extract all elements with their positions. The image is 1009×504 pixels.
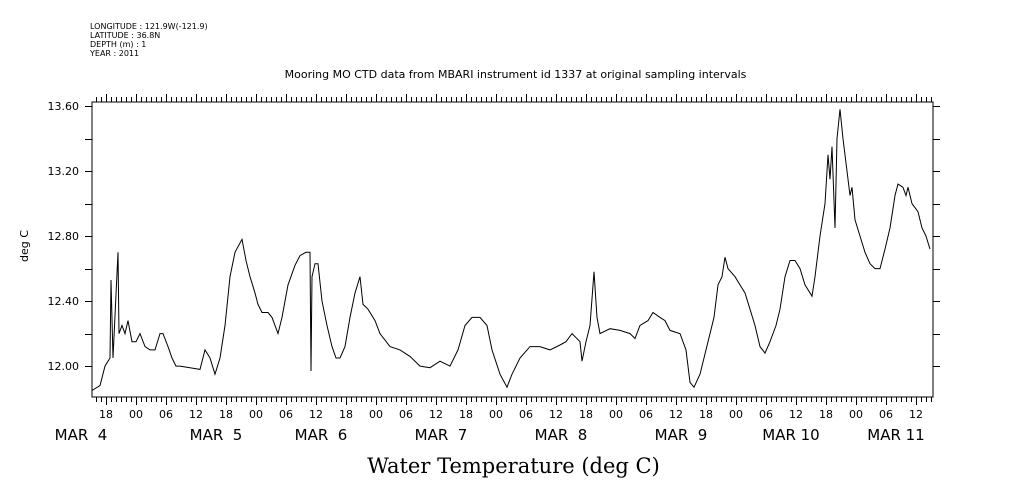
- day-label: MAR 9: [655, 426, 708, 444]
- x-tick-label: 18: [459, 408, 473, 421]
- y-tick-label: 13.60: [48, 100, 80, 113]
- y-tick-label: 12.40: [48, 295, 80, 308]
- longitude-label: LONGITUDE : 121.9W(-121.9): [90, 22, 208, 31]
- x-tick-label: 00: [249, 408, 263, 421]
- day-label: MAR 5: [190, 426, 243, 444]
- day-label: MAR 4: [55, 426, 108, 444]
- x-tick-label: 12: [549, 408, 563, 421]
- x-tick-label: 00: [369, 408, 383, 421]
- day-label: MAR 11: [867, 426, 924, 444]
- day-label: MAR 10: [762, 426, 819, 444]
- x-tick-label: 06: [159, 408, 173, 421]
- depth-label: DEPTH (m) : 1: [90, 40, 147, 49]
- y-tick-label: 12.00: [48, 360, 80, 373]
- x-tick-label: 18: [339, 408, 353, 421]
- x-tick-label: 18: [99, 408, 113, 421]
- x-tick-label: 06: [279, 408, 293, 421]
- x-axis-label: Water Temperature (deg C): [367, 454, 660, 478]
- latitude-label: LATITUDE : 36.8N: [90, 31, 161, 40]
- x-tick-label: 06: [519, 408, 533, 421]
- x-tick-label: 06: [759, 408, 773, 421]
- x-tick-label: 00: [489, 408, 503, 421]
- x-tick-label: 18: [699, 408, 713, 421]
- x-tick-label: 12: [309, 408, 323, 421]
- y-tick-label: 13.20: [48, 165, 80, 178]
- x-tick-label: 06: [639, 408, 653, 421]
- temperature-line: [91, 109, 931, 391]
- x-tick-label: 18: [219, 408, 233, 421]
- x-tick-label: 12: [669, 408, 683, 421]
- x-tick-label: 00: [729, 408, 743, 421]
- day-label: MAR 7: [415, 426, 468, 444]
- day-label: MAR 8: [535, 426, 588, 444]
- chart-title: Mooring MO CTD data from MBARI instrumen…: [284, 68, 747, 81]
- x-tick-label: 12: [429, 408, 443, 421]
- year-label: YEAR : 2011: [90, 49, 140, 58]
- x-tick-label: 12: [789, 408, 803, 421]
- x-tick-label: 12: [909, 408, 923, 421]
- x-tick-label: 18: [579, 408, 593, 421]
- x-tick-label: 18: [819, 408, 833, 421]
- x-tick-label: 12: [189, 408, 203, 421]
- x-tick-label: 00: [129, 408, 143, 421]
- y-tick-label: 12.80: [48, 230, 80, 243]
- day-label: MAR 6: [295, 426, 348, 444]
- plot-frame: [91, 101, 934, 398]
- x-tick-label: 06: [879, 408, 893, 421]
- x-tick-label: 00: [609, 408, 623, 421]
- x-tick-label: 00: [849, 408, 863, 421]
- x-tick-label: 06: [399, 408, 413, 421]
